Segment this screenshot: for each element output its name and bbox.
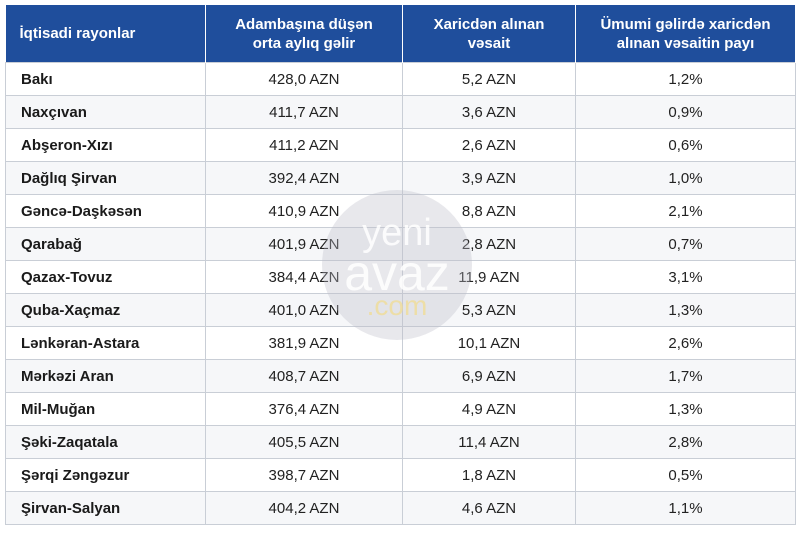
table-row: Naxçıvan 411,7 AZN 3,6 AZN 0,9%	[5, 95, 796, 129]
table-row: Qazax-Tovuz 384,4 AZN 11,9 AZN 3,1%	[5, 260, 796, 294]
region-cell: Qarabağ	[5, 227, 206, 261]
region-cell: Mərkəzi Aran	[5, 359, 206, 393]
value-cell: 0,6%	[575, 128, 796, 162]
header-cell: Ümumi gəlirdə xaricdən alınan vəsaitin p…	[575, 5, 796, 63]
table-row: Dağlıq Şirvan 392,4 AZN 3,9 AZN 1,0%	[5, 161, 796, 195]
region-cell: Qazax-Tovuz	[5, 260, 206, 294]
table-row: Abşeron-Xızı 411,2 AZN 2,6 AZN 0,6%	[5, 128, 796, 162]
header-cell: İqtisadi rayonlar	[5, 5, 206, 63]
table-row: Qarabağ 401,9 AZN 2,8 AZN 0,7%	[5, 227, 796, 261]
value-cell: 376,4 AZN	[205, 392, 403, 426]
value-cell: 1,7%	[575, 359, 796, 393]
value-cell: 2,6%	[575, 326, 796, 360]
value-cell: 0,9%	[575, 95, 796, 129]
region-cell: Şirvan-Salyan	[5, 491, 206, 525]
value-cell: 404,2 AZN	[205, 491, 403, 525]
region-cell: Şəki-Zaqatala	[5, 425, 206, 459]
region-cell: Abşeron-Xızı	[5, 128, 206, 162]
table-body: Bakı 428,0 AZN 5,2 AZN 1,2% Naxçıvan 411,7 AZ…	[5, 62, 796, 525]
value-cell: 392,4 AZN	[205, 161, 403, 195]
value-cell: 3,1%	[575, 260, 796, 294]
value-cell: 411,7 AZN	[205, 95, 403, 129]
table-row: Mil-Muğan 376,4 AZN 4,9 AZN 1,3%	[5, 392, 796, 426]
value-cell: 1,3%	[575, 392, 796, 426]
region-cell: Mil-Muğan	[5, 392, 206, 426]
value-cell: 10,1 AZN	[402, 326, 576, 360]
value-cell: 3,6 AZN	[402, 95, 576, 129]
value-cell: 11,4 AZN	[402, 425, 576, 459]
table-row: Gəncə-Daşkəsən 410,9 AZN 8,8 AZN 2,1%	[5, 194, 796, 228]
value-cell: 0,7%	[575, 227, 796, 261]
value-cell: 0,5%	[575, 458, 796, 492]
value-cell: 401,0 AZN	[205, 293, 403, 327]
value-cell: 401,9 AZN	[205, 227, 403, 261]
table-row: Şirvan-Salyan 404,2 AZN 4,6 AZN 1,1%	[5, 491, 796, 525]
value-cell: 428,0 AZN	[205, 62, 403, 96]
value-cell: 5,2 AZN	[402, 62, 576, 96]
value-cell: 405,5 AZN	[205, 425, 403, 459]
value-cell: 410,9 AZN	[205, 194, 403, 228]
value-cell: 2,8%	[575, 425, 796, 459]
value-cell: 8,8 AZN	[402, 194, 576, 228]
region-cell: Bakı	[5, 62, 206, 96]
table-row: Şərqi Zəngəzur 398,7 AZN 1,8 AZN 0,5%	[5, 458, 796, 492]
data-table: İqtisadi rayonlar Adambaşına düşən orta a…	[5, 5, 796, 525]
header-cell: Adambaşına düşən orta aylıq gəlir	[205, 5, 403, 63]
value-cell: 6,9 AZN	[402, 359, 576, 393]
header-cell: Xaricdən alınan vəsait	[402, 5, 576, 63]
value-cell: 384,4 AZN	[205, 260, 403, 294]
value-cell: 411,2 AZN	[205, 128, 403, 162]
table-row: Şəki-Zaqatala 405,5 AZN 11,4 AZN 2,8%	[5, 425, 796, 459]
value-cell: 408,7 AZN	[205, 359, 403, 393]
value-cell: 11,9 AZN	[402, 260, 576, 294]
value-cell: 1,2%	[575, 62, 796, 96]
value-cell: 1,0%	[575, 161, 796, 195]
region-cell: Dağlıq Şirvan	[5, 161, 206, 195]
table-row: Quba-Xaçmaz 401,0 AZN 5,3 AZN 1,3%	[5, 293, 796, 327]
value-cell: 398,7 AZN	[205, 458, 403, 492]
value-cell: 2,1%	[575, 194, 796, 228]
value-cell: 3,9 AZN	[402, 161, 576, 195]
table-row: Mərkəzi Aran 408,7 AZN 6,9 AZN 1,7%	[5, 359, 796, 393]
value-cell: 381,9 AZN	[205, 326, 403, 360]
value-cell: 2,8 AZN	[402, 227, 576, 261]
region-cell: Gəncə-Daşkəsən	[5, 194, 206, 228]
region-cell: Lənkəran-Astara	[5, 326, 206, 360]
value-cell: 5,3 AZN	[402, 293, 576, 327]
region-cell: Şərqi Zəngəzur	[5, 458, 206, 492]
value-cell: 4,9 AZN	[402, 392, 576, 426]
table-row: Lənkəran-Astara 381,9 AZN 10,1 AZN 2,6%	[5, 326, 796, 360]
region-cell: Naxçıvan	[5, 95, 206, 129]
value-cell: 1,3%	[575, 293, 796, 327]
value-cell: 4,6 AZN	[402, 491, 576, 525]
value-cell: 1,8 AZN	[402, 458, 576, 492]
value-cell: 2,6 AZN	[402, 128, 576, 162]
header-row: İqtisadi rayonlar Adambaşına düşən orta a…	[5, 5, 796, 63]
region-cell: Quba-Xaçmaz	[5, 293, 206, 327]
value-cell: 1,1%	[575, 491, 796, 525]
table-row: Bakı 428,0 AZN 5,2 AZN 1,2%	[5, 62, 796, 96]
